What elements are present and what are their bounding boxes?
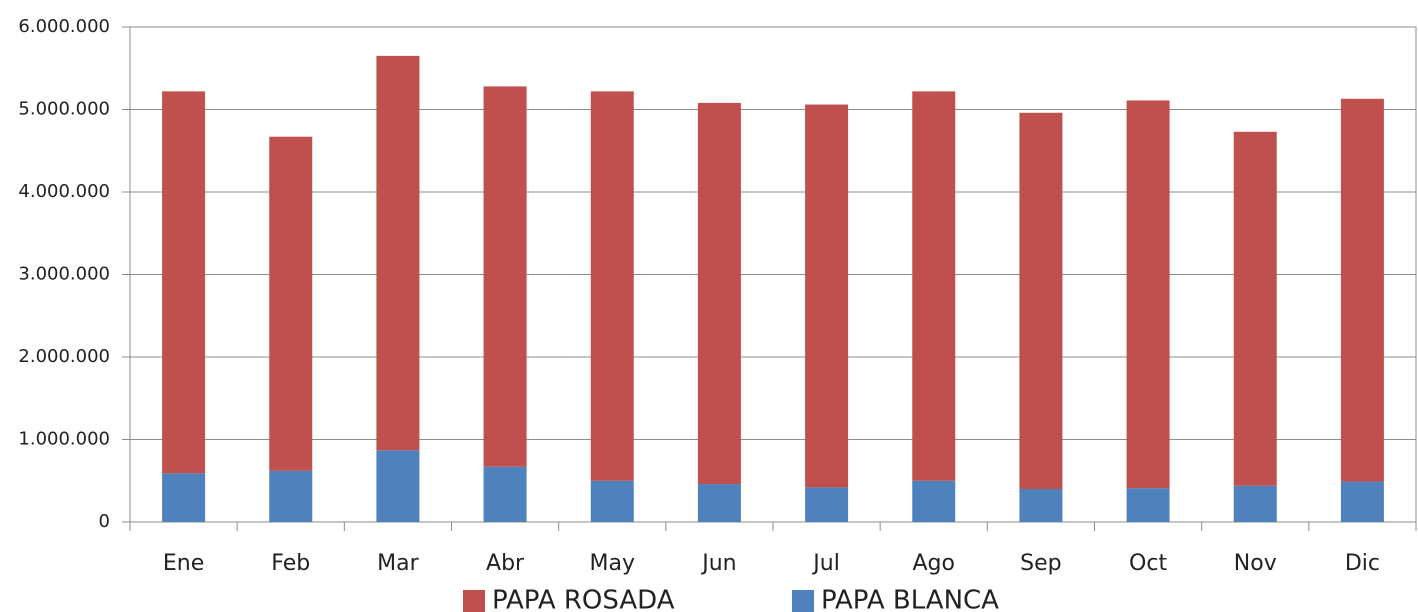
x-tick-label: Jun	[700, 551, 736, 576]
y-tick-label: 0	[99, 511, 110, 532]
x-tick-label: Ago	[913, 551, 955, 576]
bar-segment	[1019, 112, 1063, 490]
bar-segment	[1126, 488, 1170, 522]
x-tick-label: Mar	[377, 551, 419, 576]
bar-segment	[1340, 98, 1384, 482]
bar-segment	[590, 480, 634, 522]
bar-segment	[805, 487, 849, 522]
x-tick-label: Abr	[486, 551, 525, 576]
bar-segment	[1126, 100, 1170, 489]
bar-segment	[1340, 481, 1384, 522]
y-tick-label: 3.000.000	[18, 264, 110, 285]
bar-segment	[912, 91, 956, 481]
bar-segment	[376, 55, 420, 451]
bar-segment	[162, 91, 206, 474]
x-tick-label: May	[590, 551, 635, 576]
bar-segment	[162, 473, 206, 522]
bar-segment	[697, 484, 741, 522]
x-tick-label: Jul	[811, 551, 840, 576]
x-tick-label: Oct	[1129, 551, 1167, 576]
x-tick-label: Dic	[1345, 551, 1380, 576]
legend-swatch	[463, 590, 485, 612]
y-tick-label: 1.000.000	[18, 429, 110, 450]
bar-segment	[1233, 485, 1277, 522]
y-tick-label: 4.000.000	[18, 181, 110, 202]
y-tick-label: 6.000.000	[18, 16, 110, 37]
bar-segment	[483, 466, 527, 522]
x-tick-label: Ene	[163, 551, 204, 576]
bar-segment	[269, 136, 313, 471]
legend-swatch	[792, 590, 814, 612]
legend-label: PAPA BLANCA	[821, 586, 999, 612]
bar-segment	[269, 470, 313, 522]
y-tick-label: 2.000.000	[18, 346, 110, 367]
bar-segment	[1019, 489, 1063, 522]
bar-segment	[590, 91, 634, 481]
bar-segment	[805, 104, 849, 488]
bar-segment	[483, 86, 527, 467]
x-tick-label: Feb	[271, 551, 310, 576]
x-tick-label: Nov	[1234, 551, 1277, 576]
bar-segment	[697, 102, 741, 485]
bar-segment	[912, 480, 956, 522]
x-tick-label: Sep	[1020, 551, 1061, 576]
y-tick-label: 5.000.000	[18, 99, 110, 120]
legend-label: PAPA ROSADA	[492, 586, 675, 612]
bar-segment	[1233, 131, 1277, 486]
bar-segment	[376, 450, 420, 522]
